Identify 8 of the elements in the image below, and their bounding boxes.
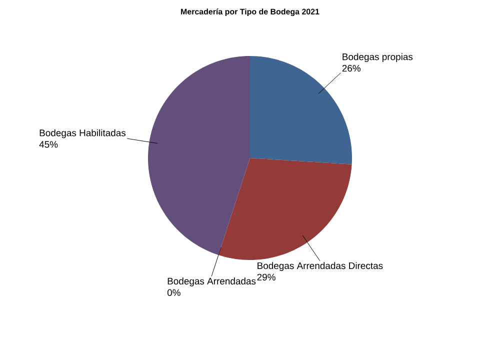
- slice-label: Bodegas propias: [342, 53, 413, 62]
- data-label: 45%: [39, 141, 58, 148]
- slice-label: Bodegas Arrendadas Directas: [258, 262, 383, 271]
- slice-label: Bodegas Habilitadas: [40, 129, 126, 138]
- data-label: 29%: [257, 274, 276, 281]
- data-label: 26%: [342, 64, 361, 72]
- category-label: Bodegas Arrendadas: [168, 278, 256, 286]
- text: 0%: [167, 289, 180, 296]
